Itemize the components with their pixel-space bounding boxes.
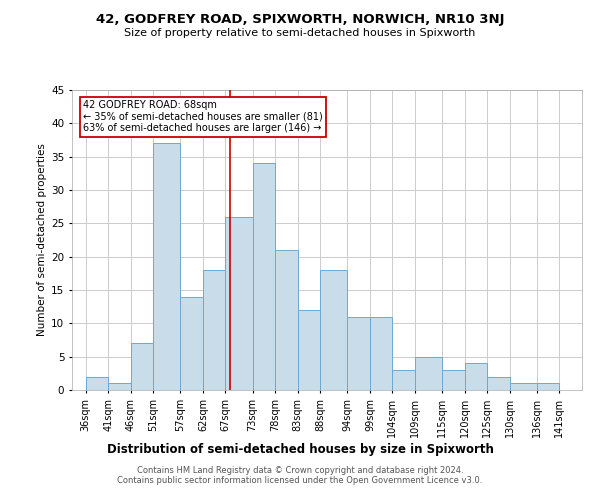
Bar bbox=[464, 364, 487, 390]
Bar bbox=[108, 384, 131, 390]
Bar bbox=[253, 164, 275, 390]
Bar bbox=[86, 376, 108, 390]
Bar bbox=[298, 310, 320, 390]
Bar bbox=[203, 270, 226, 390]
Y-axis label: Number of semi-detached properties: Number of semi-detached properties bbox=[37, 144, 47, 336]
Bar bbox=[131, 344, 153, 390]
Bar bbox=[442, 370, 464, 390]
Bar bbox=[415, 356, 442, 390]
Text: Size of property relative to semi-detached houses in Spixworth: Size of property relative to semi-detach… bbox=[124, 28, 476, 38]
Text: 42 GODFREY ROAD: 68sqm
← 35% of semi-detached houses are smaller (81)
63% of sem: 42 GODFREY ROAD: 68sqm ← 35% of semi-det… bbox=[83, 100, 323, 133]
Bar bbox=[153, 144, 181, 390]
Text: 42, GODFREY ROAD, SPIXWORTH, NORWICH, NR10 3NJ: 42, GODFREY ROAD, SPIXWORTH, NORWICH, NR… bbox=[96, 12, 504, 26]
Bar bbox=[487, 376, 510, 390]
Bar bbox=[275, 250, 298, 390]
Bar bbox=[347, 316, 370, 390]
Bar bbox=[370, 316, 392, 390]
Bar bbox=[510, 384, 537, 390]
Bar bbox=[392, 370, 415, 390]
Text: Contains HM Land Registry data © Crown copyright and database right 2024.
Contai: Contains HM Land Registry data © Crown c… bbox=[118, 466, 482, 485]
Bar bbox=[181, 296, 203, 390]
Bar bbox=[226, 216, 253, 390]
Bar bbox=[537, 384, 559, 390]
Bar bbox=[320, 270, 347, 390]
Text: Distribution of semi-detached houses by size in Spixworth: Distribution of semi-detached houses by … bbox=[107, 442, 493, 456]
